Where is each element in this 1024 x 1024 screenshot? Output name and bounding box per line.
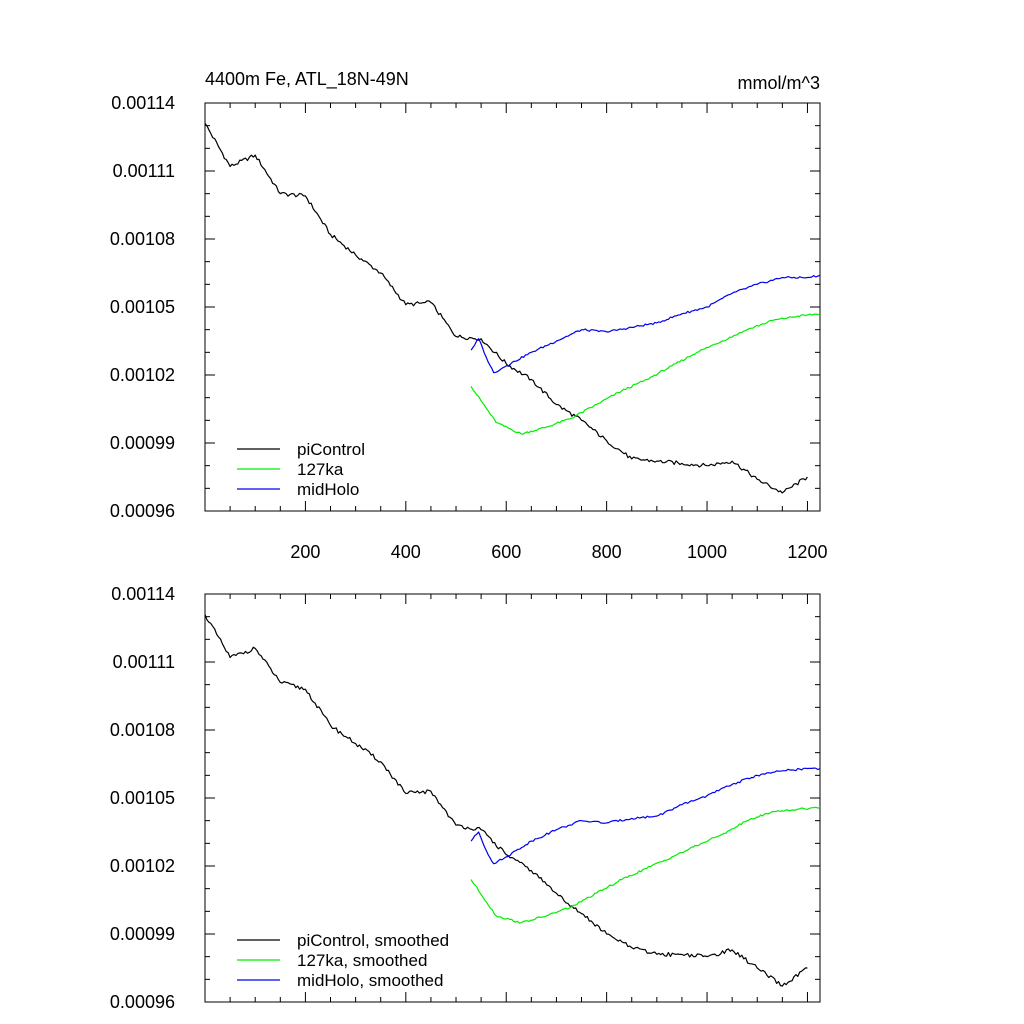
legend-label: 127ka bbox=[297, 460, 344, 479]
y-tick-label: 0.00114 bbox=[111, 93, 175, 113]
series-line-picontrol bbox=[204, 614, 808, 987]
series-line-midholo bbox=[470, 767, 821, 865]
y-tick-label: 0.00108 bbox=[110, 229, 175, 249]
bottom-panel: 0.00096 0.00099 0.00102 0.00105 0.00108 0.001… bbox=[110, 584, 821, 1012]
y-tick-label: 0.00099 bbox=[110, 924, 175, 944]
y-tick-label: 0.00105 bbox=[110, 297, 175, 317]
x-tick-label: 1000 bbox=[687, 542, 727, 562]
series-line-127ka bbox=[470, 313, 821, 435]
legend-label: midHolo, smoothed bbox=[297, 971, 443, 990]
y-tick-label: 0.00102 bbox=[110, 365, 175, 385]
y-tick-label: 0.00105 bbox=[110, 788, 175, 808]
x-tick-label: 600 bbox=[491, 542, 521, 562]
chart-title: 4400m Fe, ATL_18N-49N bbox=[205, 69, 409, 90]
y-tick-label: 0.00111 bbox=[113, 652, 175, 672]
top-panel: 0.00096 0.00099 0.00102 0.00105 0.00108 0.001… bbox=[110, 69, 828, 562]
x-tick-label: 200 bbox=[290, 542, 320, 562]
x-tick-label: 400 bbox=[391, 542, 421, 562]
legend-label: piControl, smoothed bbox=[297, 931, 449, 950]
y-tick-label: 0.00096 bbox=[110, 992, 175, 1012]
legend-label: midHolo bbox=[297, 480, 359, 499]
legend-label: 127ka, smoothed bbox=[297, 951, 427, 970]
x-tick-label: 1200 bbox=[787, 542, 827, 562]
series-line-picontrol bbox=[204, 123, 808, 494]
x-tick-label: 800 bbox=[592, 542, 622, 562]
y-tick-label: 0.00111 bbox=[113, 161, 175, 181]
y-tick-label: 0.00102 bbox=[110, 856, 175, 876]
y-tick-label: 0.00099 bbox=[110, 433, 175, 453]
series-line-127ka bbox=[470, 806, 821, 924]
legend-label: piControl bbox=[297, 440, 365, 459]
y-tick-label: 0.00108 bbox=[110, 720, 175, 740]
series-line-midholo bbox=[470, 274, 821, 374]
y-tick-label: 0.00096 bbox=[110, 501, 175, 521]
y-tick-label: 0.00114 bbox=[111, 584, 175, 604]
units-label: mmol/m^3 bbox=[738, 73, 820, 93]
